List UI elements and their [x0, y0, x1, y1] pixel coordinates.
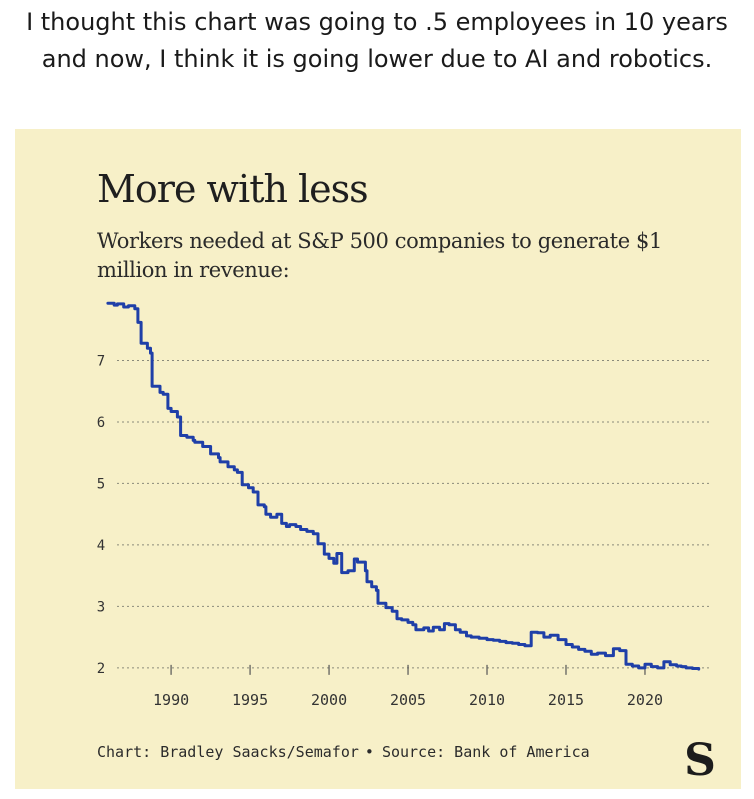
credit-separator: • [364, 743, 374, 761]
series-line [106, 301, 701, 671]
y-tick-label-3: 3 [97, 599, 105, 615]
chart-card: 2 3 4 5 6 7 1990 1995 2000 2005 2010 2015 2020 More… [15, 129, 741, 789]
chart-subtitle: Workers needed at S&P 500 companies to g… [97, 229, 662, 282]
x-tick-label-2020: 2020 [627, 691, 663, 709]
semafor-s-logo-icon: S [684, 735, 716, 786]
x-tick-label-1995: 1995 [232, 691, 268, 709]
post-caption: I thought this chart was going to .5 emp… [26, 8, 728, 73]
x-axis-ticks: 1990 1995 2000 2005 2010 2015 2020 [153, 664, 663, 709]
source-text: Source: Bank of America [381, 743, 590, 761]
y-tick-label-4: 4 [97, 538, 105, 554]
y-tick-label-6: 6 [97, 415, 105, 431]
x-tick-label-2000: 2000 [311, 691, 347, 709]
y-axis-ticks: 2 3 4 5 6 7 [97, 353, 105, 676]
gridlines [117, 359, 710, 669]
x-tick-label-1990: 1990 [153, 691, 189, 709]
chart-title: More with less [97, 167, 369, 211]
chart-credit: Chart: Bradley Saacks/Semafor • Source: Ba… [97, 743, 657, 761]
credit-text: Chart: Bradley Saacks/Semafor [97, 743, 359, 761]
y-tick-label-5: 5 [97, 476, 105, 492]
x-tick-label-2015: 2015 [548, 691, 584, 709]
y-tick-label-7: 7 [97, 353, 105, 369]
x-tick-label-2010: 2010 [469, 691, 505, 709]
y-tick-label-2: 2 [97, 661, 105, 677]
x-tick-label-2005: 2005 [390, 691, 426, 709]
line-chart: 2 3 4 5 6 7 1990 1995 2000 2005 2010 2015 2020 [97, 301, 710, 709]
